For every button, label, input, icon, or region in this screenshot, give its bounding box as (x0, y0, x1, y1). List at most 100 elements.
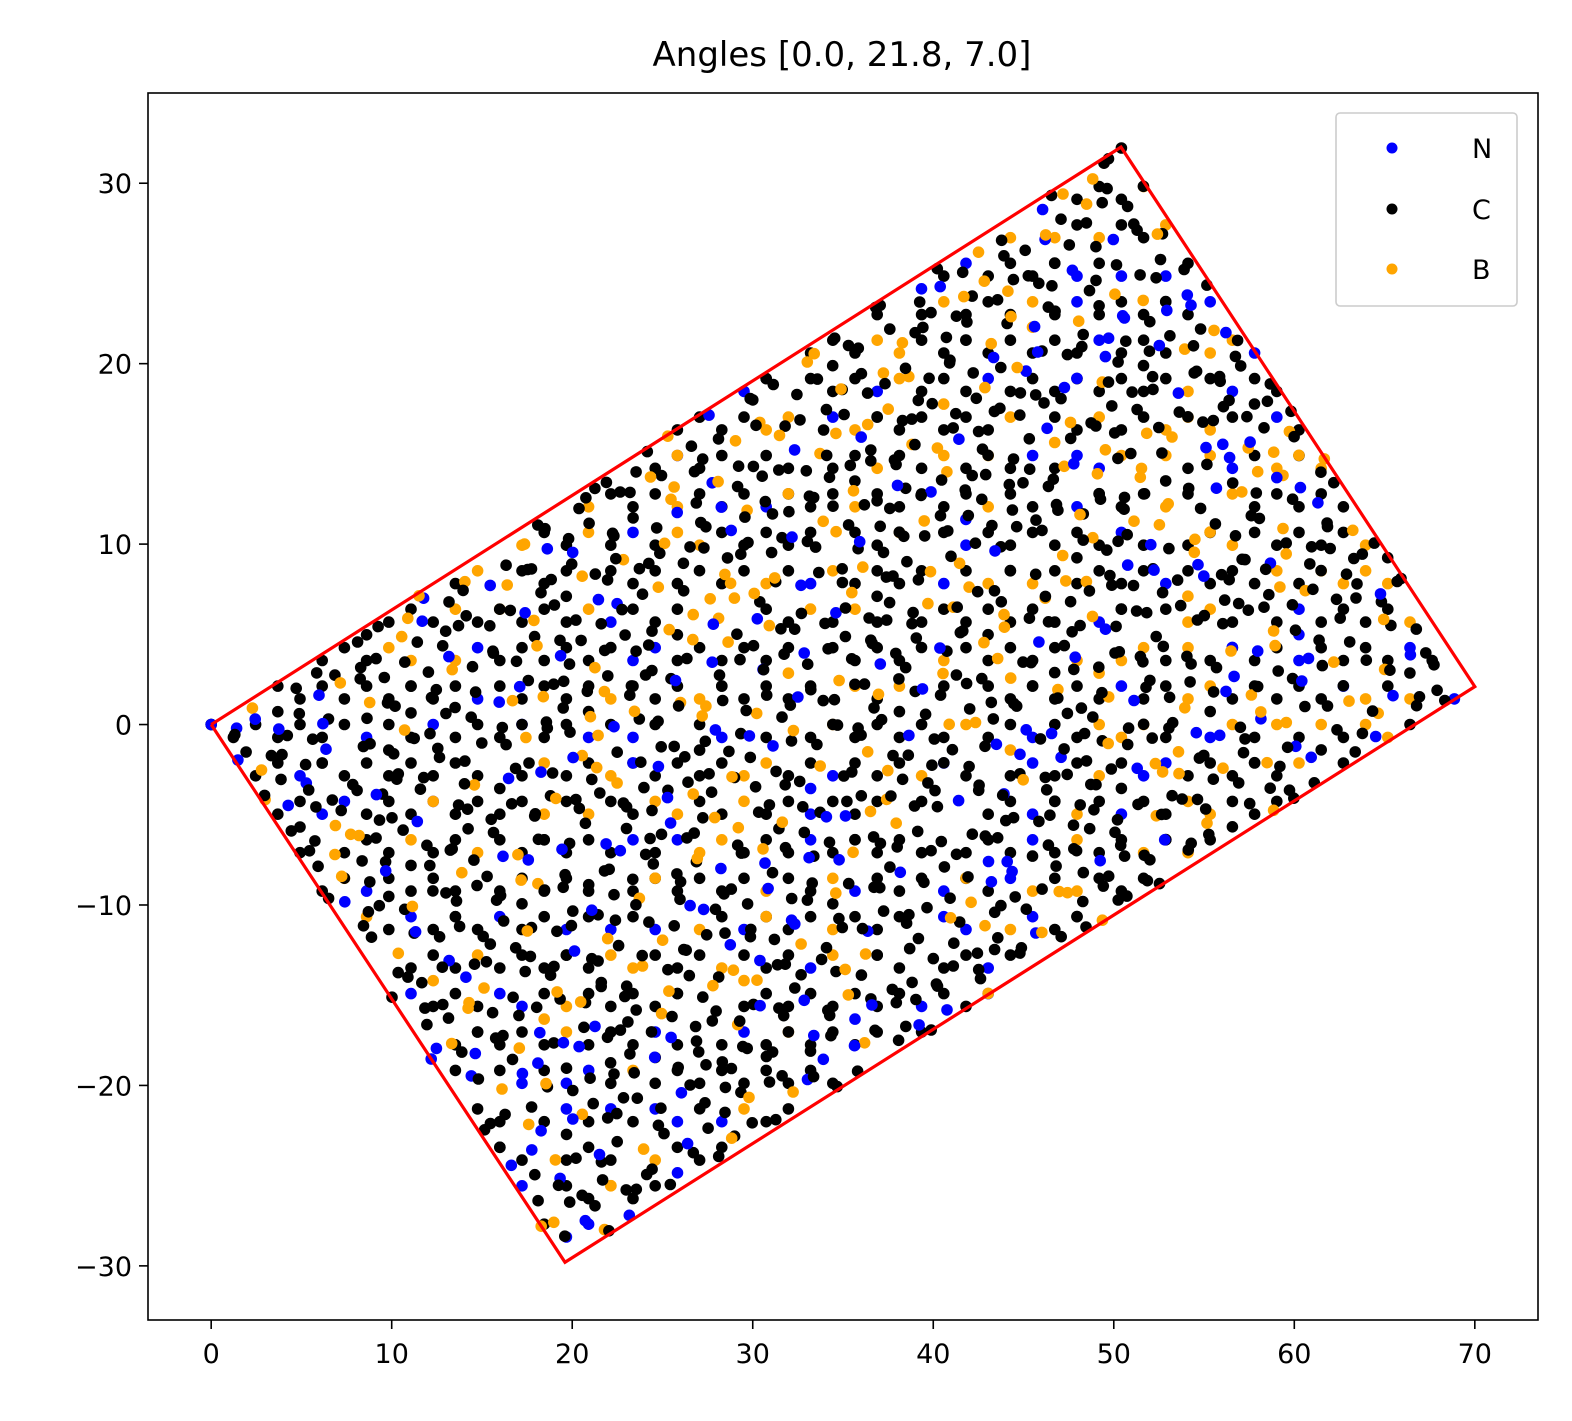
atom-point (1359, 641, 1372, 654)
atom-point (540, 716, 553, 728)
atom-point (915, 308, 928, 321)
atom-point (652, 581, 665, 593)
atom-point (785, 735, 798, 747)
atom-point (773, 429, 786, 442)
atom-point (994, 402, 1006, 415)
atom-point (570, 793, 582, 806)
atom-point (1137, 693, 1150, 705)
atom-point (823, 836, 836, 849)
atom-point (453, 920, 466, 933)
atom-point (1384, 664, 1396, 676)
atom-point (365, 931, 378, 943)
atom-point (636, 949, 648, 962)
atom-point (408, 732, 421, 745)
atom-point (795, 607, 808, 620)
atom-point (1083, 585, 1096, 597)
atom-point (1071, 910, 1083, 923)
atom-point (719, 568, 731, 581)
atom-point (915, 565, 928, 577)
atom-point (871, 872, 883, 885)
atom-point (1182, 693, 1194, 705)
atom-point (1359, 693, 1372, 705)
atom-point (1360, 654, 1373, 666)
atom-point (896, 773, 909, 786)
atom-point (294, 821, 306, 833)
atom-point (557, 675, 570, 688)
atom-point (801, 356, 814, 368)
atom-point (689, 1020, 702, 1033)
atom-point (1004, 539, 1017, 551)
atom-point (538, 1013, 550, 1025)
atom-point (1023, 612, 1036, 624)
atom-point (849, 449, 861, 462)
atom-point (1134, 471, 1147, 484)
atom-point (763, 619, 776, 632)
atom-point (938, 757, 950, 769)
atom-point (1036, 203, 1049, 216)
atom-point (1248, 526, 1261, 539)
atom-point (982, 962, 994, 974)
atom-point (1008, 697, 1020, 710)
atom-point (750, 707, 763, 720)
atom-point (405, 707, 417, 719)
atom-point (972, 963, 985, 976)
atom-point (915, 718, 928, 731)
atom-point (687, 1146, 700, 1159)
atom-point (622, 1016, 634, 1028)
atom-point (782, 488, 795, 500)
atom-point (1074, 799, 1086, 811)
atom-point (1232, 597, 1245, 610)
atom-point (789, 918, 801, 930)
atom-point (947, 422, 959, 434)
atom-point (1194, 323, 1207, 335)
atom-point (229, 728, 241, 741)
atom-point (1174, 599, 1187, 612)
atom-point (405, 603, 417, 615)
atom-point (1083, 822, 1096, 835)
atom-point (614, 1024, 627, 1036)
atom-point (841, 795, 853, 808)
atom-point (1109, 826, 1121, 839)
atom-point (847, 485, 860, 497)
atom-point (427, 885, 439, 897)
atom-point (1131, 403, 1143, 416)
atom-point (1004, 672, 1017, 684)
atom-point (951, 601, 963, 613)
atom-point (1181, 289, 1194, 301)
atom-point (560, 693, 573, 705)
atom-point (1159, 475, 1172, 487)
atom-point (721, 552, 734, 564)
atom-point (776, 531, 788, 544)
atom-point (544, 969, 557, 981)
atom-point (648, 1051, 661, 1064)
atom-point (1431, 684, 1443, 697)
atom-point (1182, 482, 1195, 495)
atom-point (846, 586, 858, 599)
atom-point (1143, 345, 1156, 358)
atom-point (791, 388, 803, 401)
atom-point (782, 949, 795, 961)
atom-point (1128, 694, 1140, 707)
atom-point (971, 585, 984, 598)
atom-point (560, 1026, 573, 1038)
x-tick-label: 60 (1277, 1339, 1311, 1370)
atom-point (1055, 392, 1067, 405)
atom-point (1026, 850, 1039, 862)
atom-point (916, 683, 929, 695)
atom-point (804, 808, 817, 820)
atom-point (1253, 512, 1266, 525)
atom-point (1055, 930, 1067, 943)
atom-point (958, 290, 970, 303)
atom-point (716, 834, 728, 846)
atom-point (1026, 449, 1039, 462)
atom-point (535, 586, 547, 599)
atom-point (549, 1154, 562, 1166)
atom-point (970, 392, 983, 405)
atom-point (1331, 724, 1343, 736)
atom-point (738, 1000, 750, 1013)
atom-point (414, 783, 427, 795)
atom-point (1077, 895, 1089, 908)
atom-point (1166, 789, 1178, 802)
atom-point (1004, 231, 1017, 244)
atom-point (1190, 726, 1203, 739)
